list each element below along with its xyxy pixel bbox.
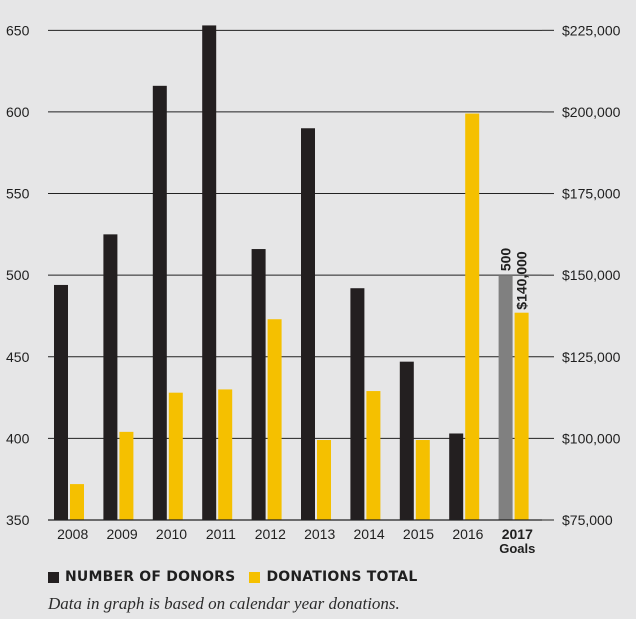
left-tick-label: 500 bbox=[6, 267, 30, 283]
right-tick-label: $150,000 bbox=[562, 267, 621, 283]
category-label: 2008 bbox=[57, 526, 88, 542]
legend-item-donations: DONATIONS TOTAL bbox=[249, 569, 417, 585]
bar-donations bbox=[514, 312, 529, 520]
right-tick-label: $200,000 bbox=[562, 104, 621, 120]
left-tick-label: 350 bbox=[6, 512, 30, 528]
category-label: 2017 bbox=[502, 526, 533, 542]
category-label: 2014 bbox=[354, 526, 385, 542]
bar-donors bbox=[202, 25, 217, 520]
right-tick-label: $175,000 bbox=[562, 186, 621, 202]
left-tick-label: 600 bbox=[6, 104, 30, 120]
bar-donors bbox=[350, 288, 365, 520]
category-label: 2012 bbox=[255, 526, 286, 542]
bar-donors bbox=[449, 433, 464, 520]
bar-donors bbox=[498, 275, 513, 520]
bar-donors bbox=[54, 284, 68, 520]
bar-donations bbox=[119, 431, 134, 520]
bar-donations bbox=[168, 392, 183, 520]
legend-label-donations: DONATIONS TOTAL bbox=[266, 569, 418, 585]
goal-label-donations: $140,000 bbox=[514, 251, 530, 310]
legend-label-donors: NUMBER OF DONORS bbox=[65, 569, 236, 585]
right-tick-label: $100,000 bbox=[562, 430, 621, 446]
category-label: 2016 bbox=[452, 526, 483, 542]
left-tick-label: 450 bbox=[6, 349, 30, 365]
category-label: 2015 bbox=[403, 526, 434, 542]
category-label: 2009 bbox=[107, 526, 138, 542]
bar-donors bbox=[251, 249, 266, 520]
left-tick-label: 400 bbox=[6, 430, 30, 446]
left-tick-label: 550 bbox=[6, 186, 30, 202]
bar-donors bbox=[152, 85, 167, 521]
bar-donations bbox=[218, 389, 233, 520]
bar-donations bbox=[317, 440, 331, 520]
chart-legend: NUMBER OF DONORS DONATIONS TOTAL bbox=[48, 569, 431, 585]
legend-item-donors: NUMBER OF DONORS bbox=[48, 569, 235, 585]
bar-donations bbox=[267, 319, 282, 520]
bar-donations bbox=[415, 440, 430, 520]
footnote: Data in graph is based on calendar year … bbox=[48, 594, 400, 613]
legend-swatch-donors bbox=[48, 571, 59, 583]
category-sublabel: Goals bbox=[499, 541, 535, 556]
bar-donors bbox=[301, 128, 315, 521]
bar-donations bbox=[366, 391, 381, 520]
goal-label-donors: 500 bbox=[498, 248, 514, 272]
right-tick-label: $75,000 bbox=[562, 512, 613, 528]
right-tick-label: $225,000 bbox=[562, 22, 621, 38]
bar-donors bbox=[399, 361, 414, 520]
category-label: 2010 bbox=[156, 526, 187, 542]
legend-swatch-donations bbox=[249, 571, 261, 583]
bar-donors bbox=[103, 234, 118, 520]
category-label: 2011 bbox=[206, 526, 236, 542]
category-label: 2013 bbox=[304, 526, 335, 542]
right-tick-label: $125,000 bbox=[562, 349, 621, 365]
bar-donations bbox=[465, 113, 480, 520]
left-tick-label: 650 bbox=[6, 22, 30, 38]
chart: 350 400 450 500 550 600 650 $75,000 $100,000 $125… bbox=[6, 22, 621, 556]
bar-donations bbox=[70, 484, 84, 520]
